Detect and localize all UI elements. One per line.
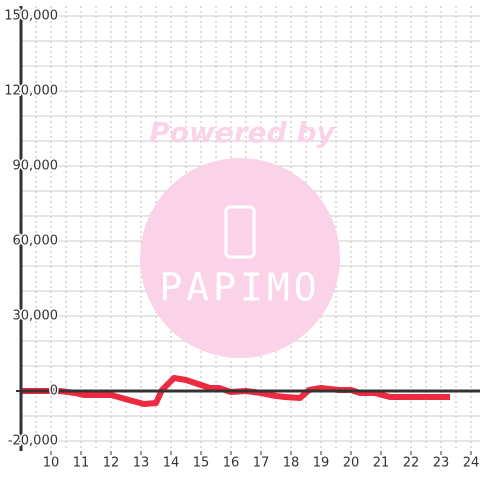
x-tick-label: 13 [133, 456, 150, 471]
x-tick-label: 23 [433, 456, 450, 471]
x-tick-label: 19 [313, 456, 330, 471]
y-tick-label: 120,000 [4, 84, 58, 99]
x-tick-label: 11 [73, 456, 90, 471]
y-tick-label: 0 [50, 384, 58, 399]
y-tick-label: 90,000 [13, 159, 59, 174]
x-tick-label: 17 [253, 456, 270, 471]
x-tick-label: 12 [103, 456, 120, 471]
y-tick-label: 60,000 [13, 234, 59, 249]
x-tick-label: 14 [163, 456, 180, 471]
x-tick-label: 20 [343, 456, 360, 471]
x-tick-label: 10 [43, 456, 60, 471]
watermark-logo: PAPIMO [159, 266, 320, 310]
x-tick-label: 24 [463, 456, 480, 471]
x-tick-label: 21 [373, 456, 390, 471]
x-tick-label: 22 [403, 456, 420, 471]
x-tick-label: 16 [223, 456, 240, 471]
watermark-text: Powered by [149, 116, 336, 149]
x-tick-label: 15 [193, 456, 210, 471]
y-tick-label: 30,000 [13, 309, 59, 324]
x-tick-label: 18 [283, 456, 300, 471]
watermark-phone [224, 205, 256, 259]
y-tick-label: 150,000 [4, 9, 58, 24]
y-tick-label: -20,000 [8, 434, 58, 449]
